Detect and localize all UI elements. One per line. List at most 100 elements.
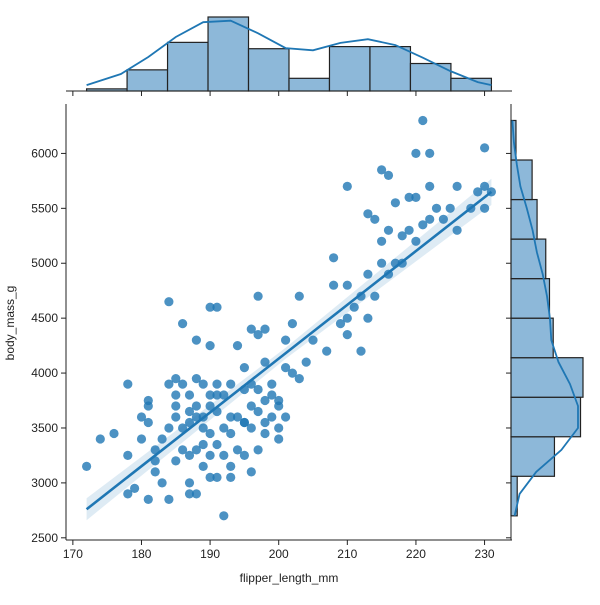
- scatter-point: [130, 483, 140, 493]
- x-tick-label: 210: [337, 547, 357, 561]
- x-tick-label: 180: [131, 547, 151, 561]
- scatter-point: [377, 165, 387, 175]
- scatter-point: [390, 198, 400, 208]
- scatter-point: [171, 401, 181, 411]
- scatter-point: [164, 494, 174, 504]
- scatter-point: [95, 434, 105, 444]
- right-hist-bar: [510, 238, 547, 280]
- y-tick-label: 4000: [31, 366, 58, 380]
- scatter-point: [171, 456, 181, 466]
- scatter-point: [136, 412, 147, 422]
- scatter-point: [274, 434, 284, 444]
- scatter-point: [226, 412, 236, 422]
- scatter-point: [404, 192, 414, 202]
- scatter-point: [418, 220, 428, 230]
- scatter-point: [171, 390, 181, 400]
- scatter-point: [212, 439, 222, 450]
- scatter-point: [164, 297, 174, 307]
- top-kde-curve: [86, 19, 492, 86]
- scatter-point: [171, 374, 181, 384]
- scatter-point: [184, 450, 195, 460]
- scatter-point: [157, 434, 167, 444]
- scatter-point: [253, 291, 263, 301]
- right-hist-bar: [510, 278, 551, 319]
- scatter-point: [219, 511, 229, 521]
- scatter-point: [260, 324, 270, 334]
- top-marginal-histogram: [66, 16, 512, 92]
- scatter-point: [480, 143, 490, 153]
- scatter-point: [219, 450, 229, 460]
- scatter-point: [438, 214, 448, 224]
- scatter-point: [260, 417, 270, 428]
- scatter-point: [473, 187, 483, 197]
- scatter-point: [226, 379, 236, 389]
- y-axis-label: body_mass_g: [3, 286, 17, 361]
- scatter-point: [370, 291, 380, 301]
- regression-line: [85, 190, 493, 511]
- scatter-point: [267, 390, 277, 400]
- scatter-point: [226, 472, 236, 482]
- scatter-point: [205, 450, 215, 460]
- scatter-point: [212, 379, 222, 389]
- scatter-point: [239, 417, 249, 428]
- scatter-point: [198, 439, 208, 450]
- scatter-point: [178, 379, 188, 389]
- scatter-point: [184, 406, 195, 417]
- x-tick-label: 170: [63, 547, 83, 561]
- scatter-point: [253, 384, 263, 395]
- scatter-point: [308, 335, 318, 345]
- scatter-point: [253, 406, 263, 417]
- x-tick-label: 190: [200, 547, 220, 561]
- scatter-point: [164, 423, 174, 433]
- scatter-point: [123, 489, 133, 499]
- scatter-point: [198, 461, 208, 471]
- scatter-point: [294, 374, 304, 384]
- scatter-point: [335, 319, 346, 329]
- top-hist-bar: [166, 41, 209, 92]
- y-ticks: 2500 3000 3500 4000 4500 5000 5500 6000: [31, 146, 511, 545]
- y-tick-label: 2500: [31, 531, 58, 545]
- right-hist-bar: [510, 317, 554, 359]
- scatter-point: [260, 428, 270, 439]
- scatter-point: [226, 428, 236, 439]
- right-kde-curve: [511, 120, 579, 517]
- scatter-point: [205, 428, 215, 439]
- top-hist-bar: [126, 69, 169, 92]
- scatter-point: [287, 368, 297, 378]
- top-hist-bar: [328, 45, 371, 92]
- scatter-point: [377, 236, 387, 246]
- scatter-point: [480, 181, 490, 191]
- scatter-point: [383, 225, 394, 235]
- x-axis-label: flipper_length_mm: [240, 571, 339, 585]
- scatter-point: [342, 181, 352, 191]
- scatter-point: [109, 428, 119, 439]
- scatter-point: [349, 302, 359, 312]
- scatter-point: [205, 341, 215, 351]
- scatter-point: [82, 461, 92, 471]
- scatter-point: [205, 472, 215, 482]
- scatter-point: [184, 489, 195, 499]
- scatter-point: [253, 445, 263, 455]
- scatter-point: [431, 203, 442, 213]
- scatter-point: [184, 390, 195, 400]
- x-tick-label: 220: [406, 547, 426, 561]
- scatter-point: [191, 401, 201, 411]
- scatter-point: [123, 450, 133, 460]
- x-tick-label: 200: [269, 547, 289, 561]
- right-hist-bar: [510, 436, 556, 477]
- scatter-point: [363, 313, 373, 323]
- scatter-point: [198, 379, 208, 389]
- scatter-point: [322, 346, 332, 356]
- scatter-point: [123, 379, 133, 389]
- scatter-point: [246, 423, 256, 433]
- scatter-point: [425, 181, 435, 191]
- scatter-point: [425, 148, 435, 158]
- scatter-point: [191, 412, 201, 422]
- scatter-point: [329, 253, 339, 263]
- scatter-point: [246, 401, 256, 411]
- scatter-point: [178, 445, 188, 455]
- scatter-point: [191, 374, 201, 384]
- scatter-point: [342, 313, 352, 323]
- scatter-point: [329, 280, 339, 290]
